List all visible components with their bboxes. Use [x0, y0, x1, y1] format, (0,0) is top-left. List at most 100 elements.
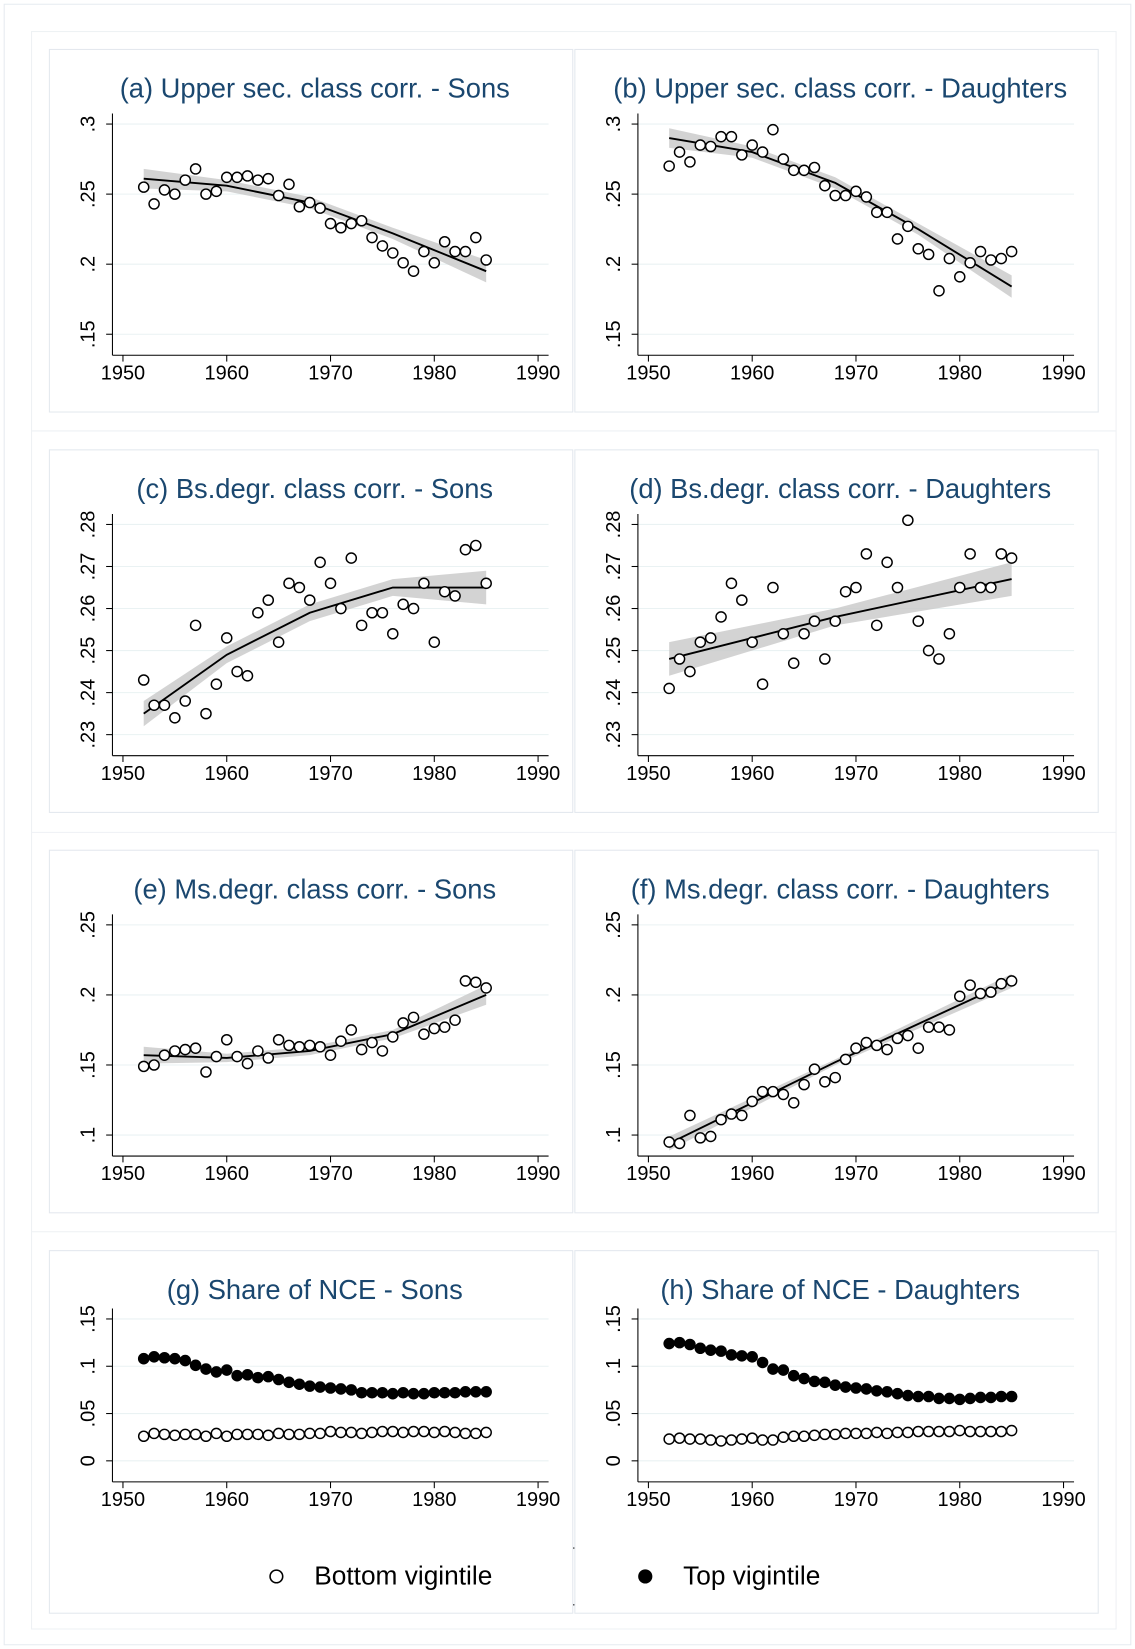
- point: [376, 606, 389, 619]
- x-tick-label: 1970: [308, 1489, 352, 1511]
- point: [767, 123, 779, 136]
- point: [891, 233, 904, 245]
- point: [407, 1011, 420, 1024]
- point: [684, 1433, 696, 1445]
- point: [283, 1039, 295, 1052]
- point: [158, 1428, 171, 1441]
- point: [366, 606, 378, 619]
- point: [819, 653, 831, 665]
- point: [725, 130, 738, 143]
- x-tick-label: 1950: [626, 1489, 670, 1511]
- y-tick-label: .25: [603, 180, 625, 208]
- point: [407, 265, 420, 277]
- point: [345, 1426, 358, 1439]
- point: [231, 171, 243, 184]
- y-tick-label: .23: [78, 721, 100, 749]
- y-tick-label: .2: [78, 987, 100, 1004]
- point: [220, 1430, 233, 1443]
- point: [798, 627, 810, 640]
- point: [210, 1366, 223, 1378]
- point: [798, 1372, 810, 1385]
- point: [995, 1390, 1008, 1403]
- point: [694, 1433, 707, 1445]
- point: [283, 577, 295, 590]
- point: [985, 1425, 997, 1438]
- point: [397, 1017, 409, 1029]
- point: [272, 189, 285, 202]
- point: [995, 977, 1008, 990]
- point: [891, 1387, 904, 1400]
- point: [200, 1430, 212, 1443]
- point: [210, 1427, 223, 1440]
- point: [787, 164, 800, 177]
- point: [283, 1376, 295, 1389]
- point: [881, 206, 893, 219]
- point: [418, 1387, 430, 1400]
- y-tick-label: 0: [603, 1455, 625, 1466]
- point: [137, 674, 150, 686]
- y-tick-label: .15: [78, 320, 100, 348]
- legend-label: Bottom vigintile: [314, 1560, 492, 1590]
- point: [480, 577, 492, 590]
- y-tick-label: .3: [78, 116, 100, 133]
- point: [808, 1429, 821, 1442]
- point: [777, 1431, 790, 1443]
- point: [179, 174, 192, 186]
- point: [767, 1434, 779, 1446]
- y-tick-label: .23: [603, 721, 625, 749]
- point: [324, 577, 337, 590]
- point: [870, 1426, 883, 1439]
- point: [169, 1429, 181, 1442]
- point: [366, 1386, 378, 1399]
- point: [922, 644, 935, 657]
- point: [736, 1350, 748, 1362]
- x-tick-label: 1960: [205, 362, 249, 384]
- point: [179, 1428, 192, 1441]
- point: [252, 174, 264, 186]
- x-tick-label: 1950: [101, 1489, 145, 1511]
- point: [777, 1088, 790, 1101]
- point: [943, 1392, 956, 1405]
- point: [335, 1035, 347, 1047]
- point: [902, 514, 914, 527]
- point: [179, 1043, 192, 1056]
- point: [407, 602, 420, 615]
- x-tick-label: 1960: [730, 763, 774, 785]
- point: [470, 539, 482, 552]
- point: [189, 1042, 202, 1054]
- y-tick-label: .15: [603, 320, 625, 348]
- point: [355, 214, 368, 227]
- x-tick-label: 1950: [101, 362, 145, 384]
- point: [922, 1425, 935, 1438]
- point: [912, 242, 925, 255]
- point: [881, 1043, 893, 1056]
- panel: [48, 48, 574, 413]
- point: [985, 1391, 997, 1404]
- point: [725, 1108, 738, 1120]
- x-tick-label: 1970: [308, 362, 352, 384]
- point: [839, 585, 852, 598]
- point: [314, 1040, 326, 1053]
- point: [860, 548, 873, 560]
- point: [933, 1392, 945, 1405]
- y-tick-label: .24: [78, 679, 100, 707]
- point: [459, 1386, 472, 1398]
- y-tick-label: .27: [78, 553, 100, 581]
- point: [241, 1057, 254, 1070]
- point: [933, 1021, 945, 1033]
- point: [449, 590, 461, 602]
- point: [684, 156, 696, 168]
- point: [158, 184, 171, 196]
- point: [169, 1045, 181, 1057]
- point: [438, 1021, 451, 1033]
- point: [746, 1351, 758, 1363]
- point: [449, 1386, 461, 1399]
- point: [418, 577, 430, 590]
- point: [881, 1386, 893, 1398]
- point: [860, 1427, 873, 1440]
- point: [850, 581, 862, 594]
- point: [345, 217, 358, 230]
- point: [355, 1427, 368, 1440]
- point: [397, 1426, 409, 1439]
- point: [912, 1425, 925, 1438]
